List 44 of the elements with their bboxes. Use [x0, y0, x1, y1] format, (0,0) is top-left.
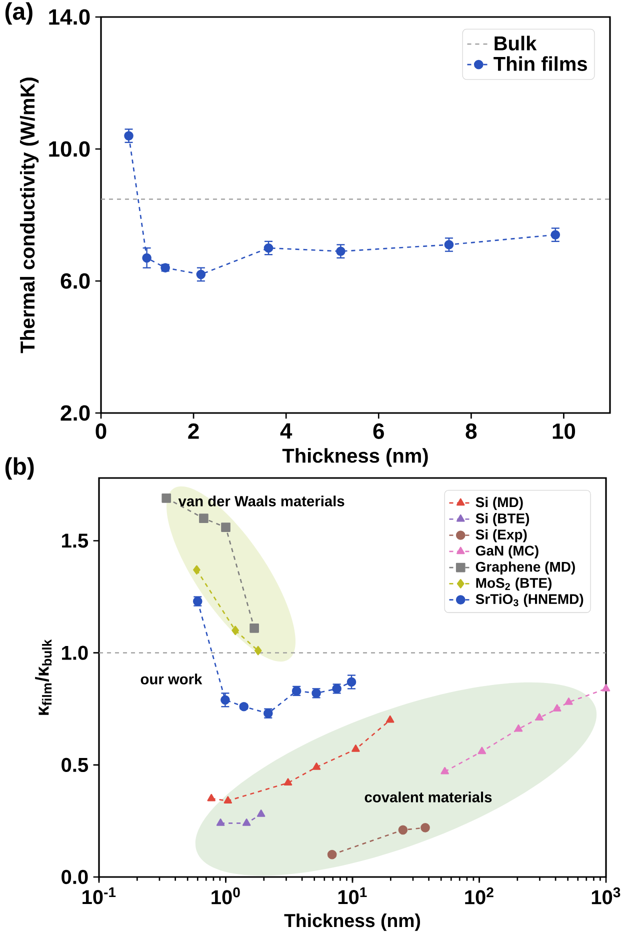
legend-label: Si (Exp) — [476, 529, 527, 542]
legend-label: Bulk — [494, 36, 537, 50]
point — [196, 270, 206, 280]
x-tick-label: 10$^{3}$ — [592, 887, 620, 904]
legend-label: Graphene (MD) — [476, 561, 576, 575]
y-tick-label: 1.5 — [62, 534, 88, 548]
point — [444, 240, 454, 250]
annotation: covalent materials — [364, 792, 492, 802]
y-tick-label: 14.0 — [49, 9, 90, 25]
y-tick-label: 10.0 — [49, 141, 90, 157]
legend-label: SrTiO$_{3}$ (HNEMD) — [476, 594, 584, 607]
legend-label: Si (BTE) — [476, 513, 530, 526]
point — [336, 246, 346, 256]
point — [142, 253, 152, 263]
y-tick-label: 1.0 — [62, 646, 88, 660]
x-axis-title: Thickness (nm) — [282, 448, 428, 467]
x-tick-label: 10$^{1}$ — [338, 887, 367, 904]
y-tick-label: 6.0 — [60, 273, 90, 289]
x-axis-title: Thickness (nm) — [284, 913, 420, 931]
annotation: our work — [140, 674, 202, 684]
y-tick-label: 0.0 — [62, 870, 88, 884]
point — [550, 230, 560, 240]
y-axis-title: κ$_{film}$/κ$_{bulk}$ — [35, 639, 52, 715]
annotation: van der Waals materials — [178, 496, 344, 506]
y-tick-label: 0.5 — [62, 758, 88, 772]
x-tick-label: 8 — [466, 423, 477, 439]
legend-label: Thin films — [494, 56, 588, 71]
chart-title: (a) — [6, 2, 32, 25]
x-tick-label: 2 — [188, 423, 199, 439]
x-tick-label: 10$^{-1}$ — [82, 887, 116, 904]
x-tick-label: 6 — [373, 423, 384, 439]
point — [124, 131, 134, 140]
x-tick-label: 4 — [280, 423, 292, 439]
x-tick-label: 10$^{0}$ — [212, 887, 240, 904]
point — [264, 243, 274, 253]
legend-label: GaN (MC) — [476, 545, 538, 558]
x-tick-label: 10$^{2}$ — [465, 887, 494, 904]
y-tick-label: 2.0 — [60, 405, 90, 421]
y-axis-title: Thermal conductivity (W/mK) — [20, 78, 39, 354]
legend-label: Si (MD) — [476, 496, 523, 510]
chart-title: (b) — [6, 457, 34, 480]
x-tick-label: 0 — [96, 423, 106, 439]
x-tick-label: 10 — [552, 423, 576, 439]
legend-label: MoS$_{2}$ (BTE) — [476, 578, 552, 591]
